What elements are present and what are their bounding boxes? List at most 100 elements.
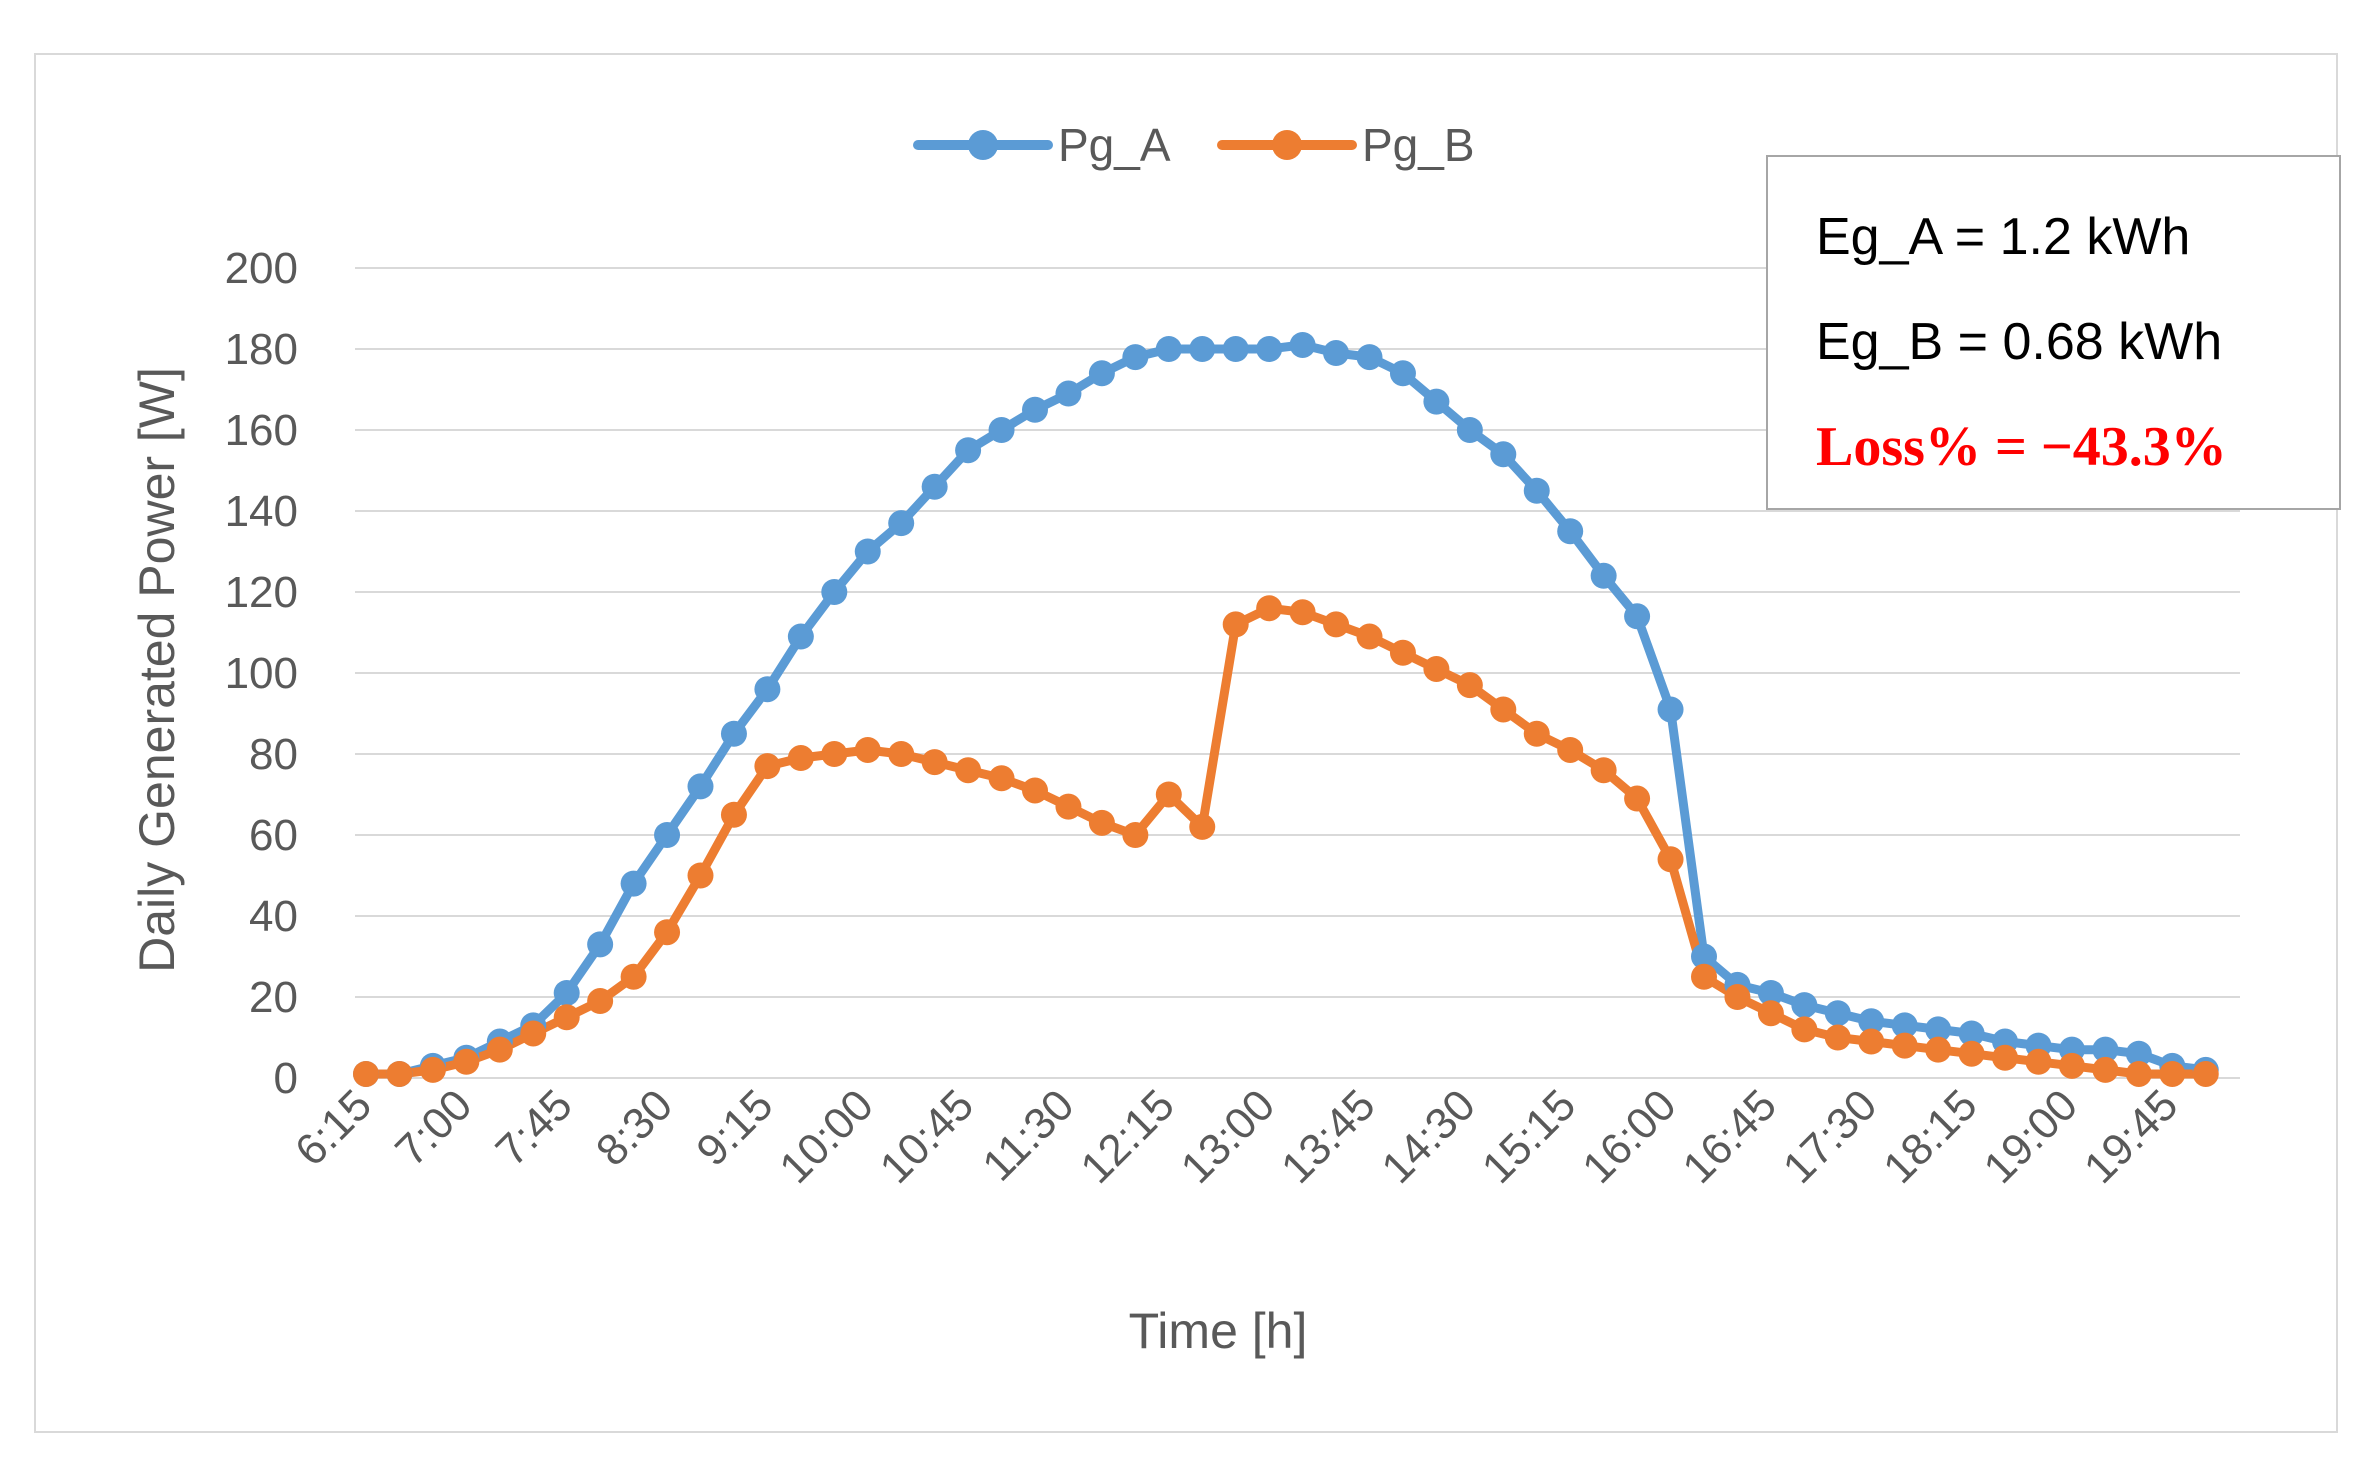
point-Pg_B-19:30 bbox=[2125, 1060, 2152, 1087]
legend-item-Pg_A: Pg_A bbox=[913, 119, 1171, 171]
point-Pg_B-18:00 bbox=[1925, 1036, 1952, 1063]
point-Pg_B-13:30 bbox=[1323, 611, 1350, 638]
y-tick-label: 100 bbox=[225, 649, 298, 698]
point-Pg_B-17:00 bbox=[1791, 1016, 1818, 1043]
point-Pg_A-8:45 bbox=[687, 773, 714, 800]
point-Pg_A-15:45 bbox=[1624, 603, 1651, 630]
x-tick-label: 10:45 bbox=[871, 1080, 984, 1193]
point-Pg_B-6:45 bbox=[419, 1056, 446, 1083]
point-Pg_A-17:45 bbox=[1891, 1012, 1918, 1039]
x-tick-label: 7:45 bbox=[487, 1080, 582, 1175]
point-Pg_B-11:00 bbox=[988, 765, 1015, 792]
point-Pg_B-16:45 bbox=[1757, 1000, 1784, 1027]
x-tick-label: 16:45 bbox=[1673, 1080, 1786, 1193]
series-line-Pg_B bbox=[361, 603, 2211, 1079]
point-Pg_A-12:15 bbox=[1155, 336, 1182, 362]
legend-swatch-marker bbox=[968, 130, 998, 160]
point-Pg_A-15:30 bbox=[1590, 562, 1617, 589]
point-Pg_B-14:00 bbox=[1389, 639, 1416, 666]
point-Pg_B-17:45 bbox=[1891, 1032, 1918, 1059]
point-Pg_B-10:30 bbox=[921, 749, 948, 776]
legend-item-Pg_B: Pg_B bbox=[1217, 119, 1475, 171]
x-tick-label: 16:00 bbox=[1573, 1080, 1686, 1193]
x-tick-label: 11:30 bbox=[973, 1080, 1083, 1190]
point-Pg_B-15:45 bbox=[1624, 785, 1651, 812]
point-Pg_B-16:30 bbox=[1724, 984, 1751, 1010]
point-Pg_A-17:30 bbox=[1858, 1008, 1885, 1035]
y-axis-title: Daily Generated Power [W] bbox=[129, 367, 185, 973]
y-tick-label: 160 bbox=[225, 406, 298, 455]
y-tick-label: 60 bbox=[249, 811, 298, 860]
legend: Pg_A Pg_B bbox=[913, 119, 1475, 171]
point-Pg_A-18:15 bbox=[1958, 1020, 1985, 1047]
point-Pg_A-14:45 bbox=[1490, 441, 1517, 468]
point-Pg_B-13:15 bbox=[1289, 599, 1316, 626]
point-Pg_B-7:45 bbox=[553, 1004, 580, 1031]
point-Pg_B-14:30 bbox=[1456, 672, 1483, 699]
point-Pg_A-13:30 bbox=[1323, 340, 1350, 367]
point-Pg_B-20:00 bbox=[2192, 1060, 2219, 1087]
point-Pg_A-13:45 bbox=[1356, 344, 1383, 371]
point-Pg_B-8:00 bbox=[587, 988, 614, 1015]
point-Pg_B-16:15 bbox=[1691, 963, 1717, 990]
point-Pg_A-19:30 bbox=[2125, 1040, 2152, 1067]
point-Pg_A-8:15 bbox=[620, 870, 647, 897]
point-Pg_A-7:45 bbox=[553, 979, 580, 1006]
x-tick-label: 9:15 bbox=[687, 1080, 782, 1175]
point-Pg_B-7:30 bbox=[520, 1020, 547, 1047]
y-tick-label: 80 bbox=[249, 730, 298, 779]
point-Pg_A-10:00 bbox=[854, 538, 881, 565]
energy-b-text: Eg_B = 0.68 kWh bbox=[1816, 313, 2223, 371]
point-Pg_B-8:45 bbox=[687, 862, 714, 889]
point-Pg_B-9:45 bbox=[821, 741, 848, 767]
point-Pg_B-16:00 bbox=[1657, 846, 1684, 873]
point-Pg_A-9:00 bbox=[720, 720, 747, 747]
point-Pg_B-17:30 bbox=[1858, 1028, 1885, 1055]
point-Pg_A-15:15 bbox=[1557, 518, 1584, 545]
point-Pg_B-12:00 bbox=[1122, 822, 1149, 848]
point-Pg_A-10:45 bbox=[955, 437, 982, 464]
point-Pg_A-19:15 bbox=[2092, 1036, 2119, 1063]
point-Pg_B-19:15 bbox=[2092, 1056, 2119, 1083]
point-Pg_B-17:15 bbox=[1824, 1024, 1851, 1051]
point-Pg_A-9:45 bbox=[821, 579, 848, 605]
point-Pg_B-15:30 bbox=[1590, 757, 1617, 784]
x-tick-label: 12:15 bbox=[1071, 1080, 1184, 1193]
point-Pg_B-8:30 bbox=[654, 919, 681, 946]
x-tick-label: 17:30 bbox=[1774, 1080, 1887, 1193]
energy-a-text: Eg_A = 1.2 kWh bbox=[1816, 208, 2191, 266]
point-Pg_A-15:00 bbox=[1523, 477, 1550, 504]
point-Pg_A-16:00 bbox=[1657, 696, 1684, 723]
point-Pg_B-18:15 bbox=[1958, 1040, 1985, 1067]
loss-percent-text: Loss% = −43.3% bbox=[1816, 416, 2227, 478]
x-tick-label: 6:15 bbox=[286, 1080, 381, 1175]
x-tick-label: 10:00 bbox=[770, 1080, 883, 1193]
x-axis-title: Time [h] bbox=[1129, 1303, 1308, 1359]
point-Pg_A-14:00 bbox=[1389, 360, 1416, 387]
point-Pg_B-7:15 bbox=[486, 1036, 513, 1063]
x-tick-label: 14:30 bbox=[1372, 1080, 1485, 1193]
point-Pg_A-18:00 bbox=[1925, 1016, 1952, 1043]
point-Pg_A-17:15 bbox=[1824, 1000, 1851, 1027]
x-tick-label: 7:00 bbox=[386, 1080, 481, 1175]
point-Pg_B-10:15 bbox=[888, 741, 915, 767]
y-tick-label: 180 bbox=[225, 325, 298, 374]
point-Pg_A-12:00 bbox=[1122, 344, 1149, 371]
point-Pg_A-12:45 bbox=[1222, 336, 1249, 362]
point-Pg_A-10:15 bbox=[888, 510, 915, 537]
point-Pg_B-11:15 bbox=[1022, 777, 1048, 804]
x-tick-label: 18:15 bbox=[1874, 1080, 1987, 1193]
point-Pg_B-10:00 bbox=[854, 736, 881, 763]
point-Pg_A-16:15 bbox=[1691, 943, 1717, 970]
point-Pg_B-15:00 bbox=[1523, 720, 1550, 747]
point-Pg_B-19:00 bbox=[2058, 1052, 2085, 1079]
legend-label: Pg_A bbox=[1058, 119, 1171, 171]
y-tick-label: 200 bbox=[225, 244, 298, 293]
point-Pg_A-14:15 bbox=[1423, 388, 1450, 415]
point-Pg_A-12:30 bbox=[1189, 336, 1216, 362]
point-Pg_A-11:15 bbox=[1022, 396, 1048, 423]
point-Pg_B-6:15 bbox=[353, 1060, 379, 1087]
point-Pg_A-14:30 bbox=[1456, 417, 1483, 443]
point-Pg_B-10:45 bbox=[955, 757, 982, 784]
